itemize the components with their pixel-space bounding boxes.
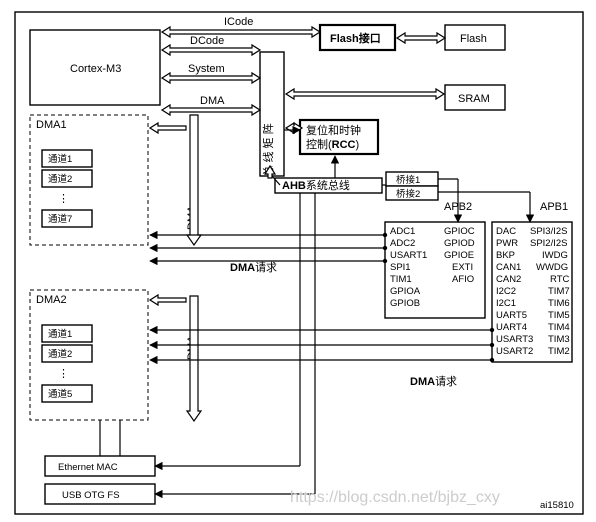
svg-text:UART5: UART5 <box>496 310 527 321</box>
svg-text:EXTI: EXTI <box>452 262 473 273</box>
sram-block: SRAM <box>445 85 505 110</box>
diagram-id: ai15810 <box>540 500 574 511</box>
svg-text:RTC: RTC <box>550 274 569 285</box>
svg-text:TIM4: TIM4 <box>548 322 570 333</box>
svg-text:控制(RCC): 控制(RCC) <box>306 137 359 151</box>
svg-text:⋮: ⋮ <box>58 368 69 380</box>
svg-text:通道2: 通道2 <box>48 348 72 360</box>
svg-text:桥接1: 桥接1 <box>396 174 420 186</box>
svg-text:DMA2: DMA2 <box>36 294 67 306</box>
svg-text:PWR: PWR <box>496 238 518 249</box>
bridge2-block: 桥接2 <box>386 186 438 200</box>
svg-text:USB OTG FS: USB OTG FS <box>62 490 120 501</box>
apb1-periph-block: DAC SPI3/I2S PWR SPI2/I2S BKP IWDG CAN1 … <box>492 222 572 362</box>
svg-text:I2C1: I2C1 <box>496 298 516 309</box>
svg-text:TIM2: TIM2 <box>548 346 570 357</box>
svg-text:ICode: ICode <box>224 16 253 28</box>
svg-text:TIM3: TIM3 <box>548 334 570 345</box>
svg-text:DMA: DMA <box>200 95 225 107</box>
svg-text:AHB系统总线: AHB系统总线 <box>282 178 350 192</box>
svg-text:Cortex-M3: Cortex-M3 <box>70 63 121 75</box>
svg-text:CAN2: CAN2 <box>496 274 521 285</box>
svg-text:TIM1: TIM1 <box>390 274 412 285</box>
svg-text:System: System <box>188 63 225 75</box>
cortex-block: Cortex-M3 <box>30 30 160 105</box>
svg-text:SPI3/I2S: SPI3/I2S <box>530 226 568 237</box>
svg-text:SRAM: SRAM <box>458 93 490 105</box>
eth-block: Ethernet MAC <box>45 456 155 476</box>
svg-text:GPIOC: GPIOC <box>444 226 475 237</box>
svg-text:IWDG: IWDG <box>542 250 568 261</box>
svg-text:BKP: BKP <box>496 250 515 261</box>
svg-text:GPIOA: GPIOA <box>390 286 421 297</box>
svg-text:UART4: UART4 <box>496 322 527 333</box>
svg-text:USART2: USART2 <box>496 346 533 357</box>
flash-if-block: Flash接口 <box>320 25 395 50</box>
svg-text:通道1: 通道1 <box>48 328 72 340</box>
rcc-block: 复位和时钟 控制(RCC) <box>300 120 378 154</box>
svg-text:SPI1: SPI1 <box>390 262 411 273</box>
svg-text:通道1: 通道1 <box>48 153 72 165</box>
svg-text:AFIO: AFIO <box>452 274 474 285</box>
svg-text:复位和时钟: 复位和时钟 <box>306 123 361 137</box>
svg-text:通道2: 通道2 <box>48 173 72 185</box>
svg-text:GPIOE: GPIOE <box>444 250 474 261</box>
svg-text:DAC: DAC <box>496 226 516 237</box>
svg-text:WWDG: WWDG <box>536 262 568 273</box>
svg-text:通道7: 通道7 <box>48 213 72 225</box>
svg-text:DMA请求: DMA请求 <box>410 375 457 388</box>
svg-text:DCode: DCode <box>190 35 224 47</box>
svg-text:DMA1: DMA1 <box>36 119 67 131</box>
svg-text:CAN1: CAN1 <box>496 262 521 273</box>
svg-text:TIM7: TIM7 <box>548 286 570 297</box>
svg-text:⋮: ⋮ <box>58 193 69 205</box>
svg-text:DMA请求: DMA请求 <box>230 261 277 274</box>
svg-text:TIM5: TIM5 <box>548 310 570 321</box>
svg-text:ADC1: ADC1 <box>390 226 415 237</box>
svg-text:通道5: 通道5 <box>48 388 72 400</box>
svg-text:Flash接口: Flash接口 <box>330 31 381 45</box>
ahb-block: AHB系统总线 <box>275 178 382 193</box>
svg-text:I2C2: I2C2 <box>496 286 516 297</box>
flash-block: Flash <box>445 25 505 50</box>
apb1-label: APB1 <box>540 201 568 213</box>
svg-text:GPIOD: GPIOD <box>444 238 475 249</box>
svg-text:GPIOB: GPIOB <box>390 298 420 309</box>
svg-text:USART3: USART3 <box>496 334 533 345</box>
usb-block: USB OTG FS <box>45 484 155 504</box>
watermark: https://blog.csdn.net/bjbz_cxy <box>290 489 500 506</box>
svg-text:SPI2/I2S: SPI2/I2S <box>530 238 568 249</box>
svg-text:USART1: USART1 <box>390 250 427 261</box>
svg-text:桥接2: 桥接2 <box>396 188 420 200</box>
apb2-periph-block: ADC1 GPIOC ADC2 GPIOD USART1 GPIOE SPI1 EXTI… <box>385 222 485 318</box>
svg-text:Ethernet MAC: Ethernet MAC <box>58 462 118 473</box>
bridge1-block: 桥接1 <box>386 172 438 186</box>
svg-text:ADC2: ADC2 <box>390 238 415 249</box>
svg-text:Flash: Flash <box>460 33 487 45</box>
svg-text:TIM6: TIM6 <box>548 298 570 309</box>
